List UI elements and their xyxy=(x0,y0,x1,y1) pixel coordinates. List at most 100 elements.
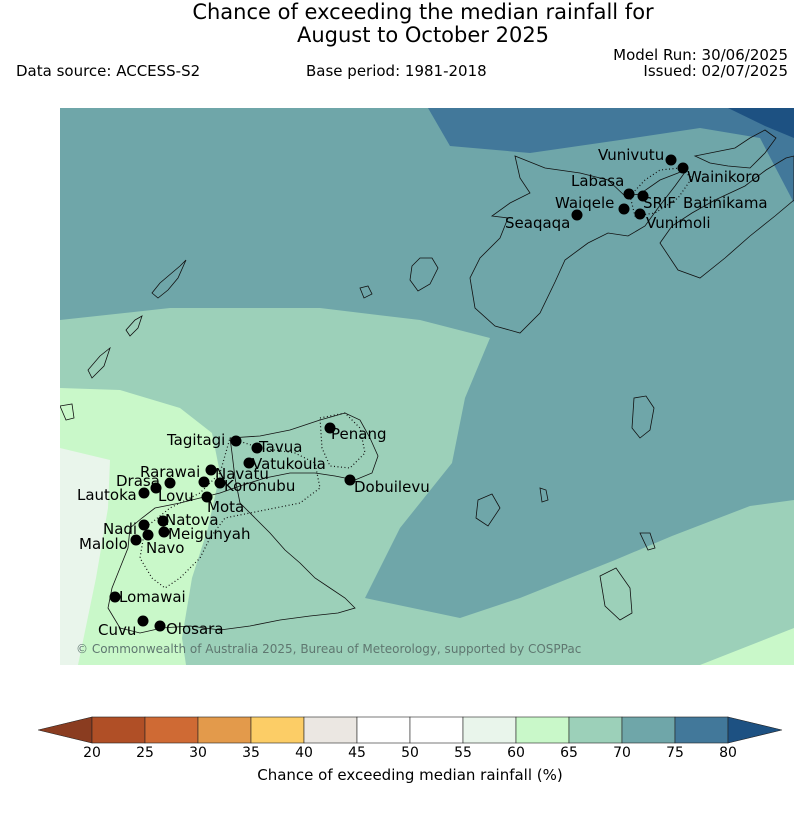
marker-labasa xyxy=(623,188,635,200)
colorbar-label: Chance of exceeding median rainfall (%) xyxy=(257,766,563,784)
marker-lautoka xyxy=(138,487,150,499)
label-waiqele: Waiqele xyxy=(555,194,614,212)
label-tavua: Tavua xyxy=(258,438,302,456)
marker-penang xyxy=(324,422,336,434)
label-vunivutu: Vunivutu xyxy=(598,146,664,164)
label-seaqaqa: Seaqaqa xyxy=(505,214,570,232)
marker-vunivutu xyxy=(665,154,677,166)
label-vunimoli: Vunimoli xyxy=(646,214,711,232)
marker-nadi xyxy=(138,519,150,531)
marker-lovu xyxy=(164,477,176,489)
station-markers xyxy=(109,154,689,632)
colorbar-tick: 65 xyxy=(560,745,578,761)
label-lomawai: Lomawai xyxy=(119,588,186,606)
marker-natova xyxy=(157,515,169,527)
colorbar-bin-20-25 xyxy=(91,716,146,744)
colorbar-extend-low xyxy=(37,716,93,744)
colorbar-bin-35-40 xyxy=(250,716,305,744)
marker-vatukoula xyxy=(243,457,255,469)
marker-drasa xyxy=(150,482,162,494)
base-period-label: Base period: 1981-2018 xyxy=(306,62,487,80)
label-natova: Natova xyxy=(165,511,219,529)
model-run-label: Model Run: 30/06/2025 xyxy=(613,46,788,64)
zone-55-60 xyxy=(60,448,110,665)
colorbar xyxy=(37,714,784,748)
colorbar-tick: 50 xyxy=(401,745,419,761)
colorbar-tick: 55 xyxy=(454,745,472,761)
map-title-line2: August to October 2025 xyxy=(296,23,550,47)
marker-cuvu xyxy=(137,615,149,627)
label-meigunyah: Meigunyah xyxy=(168,525,250,543)
marker-tagitagi xyxy=(230,435,242,447)
label-srif: SRIF xyxy=(643,194,676,212)
colorbar-bin-45-50 xyxy=(356,716,411,744)
colorbar-tick: 25 xyxy=(136,745,154,761)
label-koronubu: Koronubu xyxy=(224,477,295,495)
marker-wainikoro xyxy=(677,162,689,174)
station-labels: Vunivutu Wainikoro Labasa SRIF Batinikam… xyxy=(77,146,768,639)
marker-mota xyxy=(201,491,213,503)
issued-label: Issued: 02/07/2025 xyxy=(643,62,788,80)
colorbar-bin-40-45 xyxy=(303,716,358,744)
label-wainikoro: Wainikoro xyxy=(687,168,760,186)
marker-vunimoli xyxy=(634,208,646,220)
label-mota: Mota xyxy=(207,498,244,516)
label-lovu: Lovu xyxy=(158,487,194,505)
label-nadi: Nadi xyxy=(103,520,137,538)
label-olosara: Olosara xyxy=(166,620,224,638)
colorbar-bin-50-55 xyxy=(409,716,464,744)
marker-srif xyxy=(637,190,649,202)
label-penang: Penang xyxy=(331,425,386,443)
marker-seaqaqa xyxy=(571,209,583,221)
rainfall-probability-map: Vunivutu Wainikoro Labasa SRIF Batinikam… xyxy=(60,108,794,665)
colorbar-tick: 35 xyxy=(242,745,260,761)
marker-koronubu xyxy=(214,477,226,489)
zone-above-80 xyxy=(728,108,794,138)
colorbar-bin-55-60 xyxy=(462,716,517,744)
label-batinikama: Batinikama xyxy=(683,194,768,212)
colorbar-bin-60-65 xyxy=(515,716,570,744)
marker-dobuilevu xyxy=(344,474,356,486)
colorbar-tick: 70 xyxy=(613,745,631,761)
district-boundaries xyxy=(139,167,693,589)
label-navatu: Navatu xyxy=(215,465,269,483)
marker-navo xyxy=(142,529,154,541)
label-dobuilevu: Dobuilevu xyxy=(354,478,430,496)
label-cuvu: Cuvu xyxy=(98,621,136,639)
colorbar-tick: 20 xyxy=(83,745,101,761)
marker-olosara xyxy=(154,620,166,632)
label-vatukoula: Vatukoula xyxy=(252,455,326,473)
map-title-line1: Chance of exceeding the median rainfall … xyxy=(192,0,654,24)
label-rarawai: Rarawai xyxy=(140,463,200,481)
label-labasa: Labasa xyxy=(571,172,624,190)
colorbar-tick: 30 xyxy=(189,745,207,761)
colorbar-tick: 40 xyxy=(295,745,313,761)
colorbar-extend-high xyxy=(727,716,783,744)
marker-navatu xyxy=(198,476,210,488)
colorbar-tick: 45 xyxy=(348,745,366,761)
zone-65-70 xyxy=(60,308,794,665)
colorbar-bin-30-35 xyxy=(197,716,252,744)
colorbar-bin-75-80 xyxy=(674,716,729,744)
marker-rarawai xyxy=(205,464,217,476)
label-tagitagi: Tagitagi xyxy=(166,431,225,449)
marker-lomawai xyxy=(109,591,121,603)
colorbar-tick: 80 xyxy=(719,745,737,761)
zone-75-80 xyxy=(428,108,794,203)
copyright-notice: © Commonwealth of Australia 2025, Bureau… xyxy=(76,642,581,656)
colorbar-bin-70-75 xyxy=(621,716,676,744)
marker-meigunyah xyxy=(158,526,170,538)
colorbar-bin-65-70 xyxy=(568,716,623,744)
label-malolo: Malolo xyxy=(79,535,128,553)
colorbar-tick: 75 xyxy=(666,745,684,761)
marker-tavua xyxy=(251,442,263,454)
colorbar-bin-25-30 xyxy=(144,716,199,744)
label-lautoka: Lautoka xyxy=(77,486,137,504)
zone-60-65-southeast xyxy=(700,628,794,665)
colorbar-tick: 60 xyxy=(507,745,525,761)
label-navo: Navo xyxy=(146,539,184,557)
marker-waiqele xyxy=(618,203,630,215)
marker-malolo xyxy=(130,534,142,546)
data-source-label: Data source: ACCESS-S2 xyxy=(16,62,201,80)
label-drasa: Drasa xyxy=(116,472,160,490)
